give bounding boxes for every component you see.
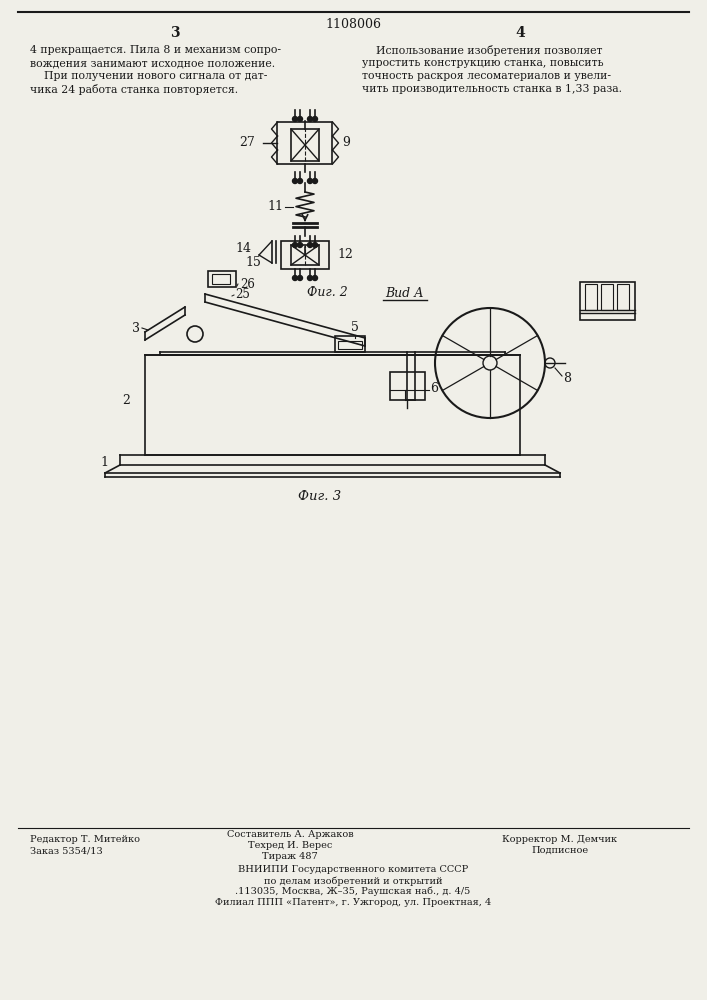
- Circle shape: [298, 275, 303, 280]
- Bar: [585, 284, 597, 310]
- Bar: [291, 245, 319, 265]
- Text: чика 24 работа станка повторяется.: чика 24 работа станка повторяется.: [30, 84, 238, 95]
- Text: Заказ 5354/13: Заказ 5354/13: [30, 846, 103, 855]
- Text: Составитель А. Аржаков: Составитель А. Аржаков: [227, 830, 354, 839]
- Bar: [281, 241, 329, 269]
- Text: вождения занимают исходное положение.: вождения занимают исходное положение.: [30, 58, 275, 68]
- Text: Корректор М. Демчик: Корректор М. Демчик: [503, 835, 617, 844]
- Circle shape: [293, 242, 298, 247]
- Text: 12: 12: [337, 248, 353, 261]
- Text: 1: 1: [100, 456, 108, 468]
- Text: ВНИИПИ Государственного комитета СССР: ВНИИПИ Государственного комитета СССР: [238, 865, 468, 874]
- Circle shape: [298, 242, 303, 247]
- Circle shape: [293, 116, 298, 121]
- Bar: [278, 122, 332, 164]
- Circle shape: [308, 178, 312, 184]
- Circle shape: [298, 178, 303, 184]
- Text: Техред И. Верес: Техред И. Верес: [248, 841, 332, 850]
- Text: 8: 8: [563, 371, 571, 384]
- Text: 25: 25: [235, 288, 250, 302]
- Circle shape: [312, 275, 317, 280]
- Text: 27: 27: [240, 136, 255, 149]
- Bar: [390, 372, 425, 400]
- Circle shape: [312, 116, 317, 121]
- Text: 6: 6: [430, 381, 438, 394]
- Circle shape: [293, 275, 298, 280]
- Text: Филиал ППП «Патент», г. Ужгород, ул. Проектная, 4: Филиал ППП «Патент», г. Ужгород, ул. Про…: [215, 898, 491, 907]
- Text: 11: 11: [267, 200, 283, 214]
- Circle shape: [312, 178, 317, 184]
- Text: точность раскроя лесоматериалов и увели-: точность раскроя лесоматериалов и увели-: [362, 71, 611, 81]
- Text: 3: 3: [170, 26, 180, 40]
- Bar: [601, 284, 613, 310]
- Bar: [338, 341, 362, 349]
- Bar: [617, 284, 629, 310]
- Text: Фuг. 3: Фuг. 3: [298, 490, 341, 503]
- Circle shape: [308, 275, 312, 280]
- Text: 9: 9: [342, 136, 351, 149]
- Text: При получении нового сигнала от дат-: При получении нового сигнала от дат-: [30, 71, 267, 81]
- Text: Вud А: Вud А: [386, 287, 424, 300]
- Bar: [335, 336, 365, 352]
- Text: чить производительность станка в 1,33 раза.: чить производительность станка в 1,33 ра…: [362, 84, 622, 94]
- Text: Фuг. 2: Фuг. 2: [307, 286, 348, 299]
- Text: 14: 14: [235, 241, 251, 254]
- Text: по делам изобретений и открытий: по делам изобретений и открытий: [264, 876, 443, 886]
- Text: Подписное: Подписное: [532, 846, 588, 855]
- Text: Редактор Т. Митейко: Редактор Т. Митейко: [30, 835, 140, 844]
- Text: Тираж 487: Тираж 487: [262, 852, 318, 861]
- Text: 26: 26: [240, 277, 255, 290]
- Text: упростить конструкцию станка, повысить: упростить конструкцию станка, повысить: [362, 58, 604, 68]
- Bar: [580, 282, 635, 320]
- Text: 1108006: 1108006: [325, 18, 381, 31]
- Text: 4 прекращается. Пила 8 и механизм сопро-: 4 прекращается. Пила 8 и механизм сопро-: [30, 45, 281, 55]
- Bar: [291, 129, 319, 161]
- Bar: [208, 271, 236, 287]
- Text: 4: 4: [515, 26, 525, 40]
- Text: 2: 2: [122, 393, 130, 406]
- Text: 5: 5: [351, 321, 359, 334]
- Bar: [212, 274, 230, 284]
- Circle shape: [308, 242, 312, 247]
- Circle shape: [293, 178, 298, 184]
- Text: Использование изобретения позволяет: Использование изобретения позволяет: [362, 45, 602, 56]
- Circle shape: [308, 116, 312, 121]
- Circle shape: [298, 116, 303, 121]
- Text: 3: 3: [132, 322, 140, 334]
- Circle shape: [312, 242, 317, 247]
- Text: 15: 15: [245, 256, 261, 269]
- Text: .113035, Москва, Ж–35, Раушская наб., д. 4/5: .113035, Москва, Ж–35, Раушская наб., д.…: [235, 887, 471, 896]
